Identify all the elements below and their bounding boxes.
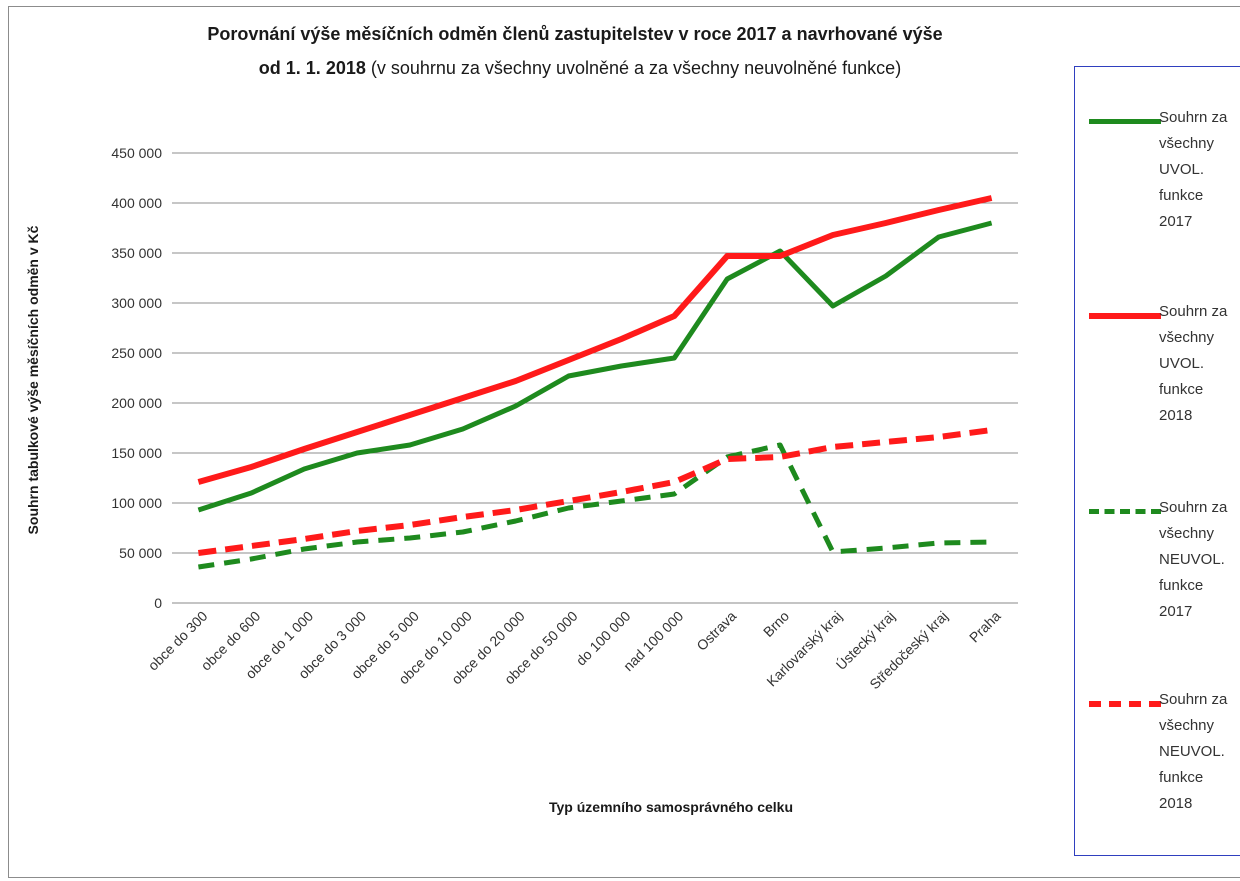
chart-title: Porovnání výše měsíčních odměn členů zas…: [207, 24, 942, 44]
legend-label: Souhrn za všechny UVOL. funkce 2018: [1159, 303, 1228, 424]
y-tick-label: 100 000: [111, 495, 162, 511]
y-tick-label: 350 000: [111, 245, 162, 261]
y-tick-label: 400 000: [111, 195, 162, 211]
y-axis-label: Souhrn tabulkové výše měsíčních odměn v …: [25, 225, 41, 534]
x-tick-label: Ostrava: [693, 608, 739, 654]
y-tick-label: 50 000: [119, 545, 162, 561]
y-tick-label: 0: [154, 595, 162, 611]
legend-swatch: [1089, 701, 1161, 707]
y-tick-label: 200 000: [111, 395, 162, 411]
legend-swatch: [1089, 313, 1161, 319]
legend-label: Souhrn za všechny UVOL. funkce 2017: [1159, 109, 1228, 230]
y-tick-label: 300 000: [111, 295, 162, 311]
series-line-3: [198, 442, 992, 570]
chart-frame: [8, 6, 1240, 878]
y-tick-label: 450 000: [111, 145, 162, 161]
legend-swatch: [1089, 509, 1161, 514]
legend: Souhrn za všechny UVOL. funkce 2017 Souh…: [1074, 66, 1240, 856]
chart-subtitle-text: (v souhrnu za všechny uvolněné a za všec…: [366, 58, 901, 78]
series-line-1: [197, 220, 993, 513]
x-tick-label: Praha: [966, 608, 1004, 646]
y-tick-label: 150 000: [111, 445, 162, 461]
series-line-4: [198, 427, 992, 556]
series-line-2: [197, 195, 993, 485]
legend-label: Souhrn za všechny NEUVOL. funkce 2018: [1159, 691, 1228, 812]
chart-subtitle: od 1. 1. 2018 (v souhrnu za všechny uvol…: [259, 58, 901, 78]
x-axis-label: Typ územního samosprávného celku: [549, 799, 793, 815]
x-tick-label: Brno: [760, 608, 792, 640]
legend-swatch: [1089, 119, 1161, 124]
y-tick-label: 250 000: [111, 345, 162, 361]
chart-subtitle-date: od 1. 1. 2018: [259, 58, 366, 78]
legend-label: Souhrn za všechny NEUVOL. funkce 2017: [1159, 499, 1228, 620]
